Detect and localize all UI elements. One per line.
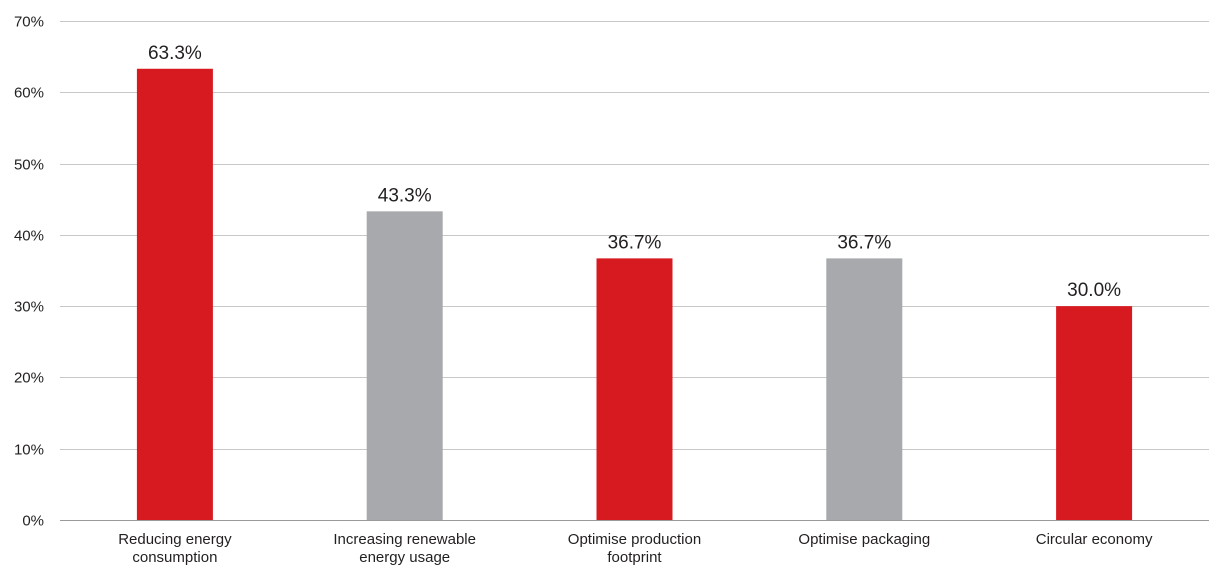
data-label: 30.0% xyxy=(1067,280,1121,301)
bar xyxy=(596,258,673,520)
data-labels: 63.3% 43.3% 36.7% 36.7% 30.0% xyxy=(148,43,1121,301)
category-label: Reducing energy xyxy=(118,531,232,548)
bars xyxy=(136,68,1133,521)
bar xyxy=(1056,306,1133,520)
y-tick-label: 10% xyxy=(14,442,44,459)
bar xyxy=(826,258,903,520)
y-tick-label: 20% xyxy=(14,370,44,387)
bar xyxy=(136,68,213,521)
y-tick-label: 70% xyxy=(14,14,44,31)
bar xyxy=(366,211,443,520)
category-label: Circular economy xyxy=(1036,531,1153,548)
y-axis-ticks: 0% 10% 20% 30% 40% 50% 60% 70% xyxy=(14,14,44,530)
y-tick-label: 0% xyxy=(22,513,44,530)
data-label: 36.7% xyxy=(608,232,662,253)
y-tick-label: 60% xyxy=(14,85,44,102)
data-label: 36.7% xyxy=(837,232,891,253)
data-label: 63.3% xyxy=(148,43,202,64)
category-label: Optimise production xyxy=(568,531,701,548)
y-tick-label: 50% xyxy=(14,157,44,174)
y-tick-label: 40% xyxy=(14,228,44,245)
category-label: energy usage xyxy=(359,549,450,566)
y-tick-label: 30% xyxy=(14,299,44,316)
category-label: footprint xyxy=(607,549,662,566)
category-label: consumption xyxy=(132,549,217,566)
category-label: Increasing renewable xyxy=(333,531,476,548)
data-label: 43.3% xyxy=(378,185,432,206)
category-label: Optimise packaging xyxy=(798,531,930,548)
